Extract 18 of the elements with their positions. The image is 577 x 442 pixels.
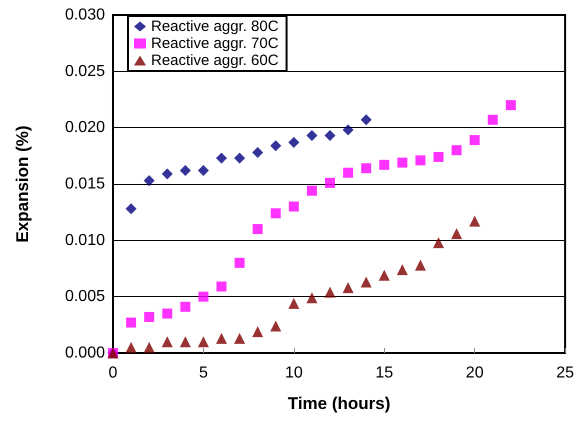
x-axis-title: Time (hours): [288, 394, 390, 413]
y-tick-label: 0.015: [64, 176, 106, 192]
x-tick-label: 5: [198, 364, 208, 382]
y-tick-label: 0.005: [64, 288, 106, 306]
y-tick-label: 0.000: [64, 344, 106, 362]
x-tick-label: 15: [375, 364, 394, 382]
legend-label: Reactive aggr. 80C: [151, 18, 279, 35]
x-tick-label: 25: [556, 364, 574, 382]
y-axis-title: Expansion (%): [13, 125, 32, 243]
y-tick-label: 0.025: [64, 62, 106, 80]
x-tick-label: 20: [466, 364, 484, 382]
y-tick-label: 0.030: [64, 6, 106, 24]
x-tick-label: 10: [284, 364, 303, 382]
y-tick-label: 0.020: [64, 119, 106, 136]
legend-label: Reactive aggr. 60C: [151, 52, 279, 69]
y-tick-label: 0.010: [64, 232, 106, 249]
legend-label: Reactive aggr. 70C: [151, 35, 279, 52]
x-tick-label: 0: [108, 364, 118, 382]
